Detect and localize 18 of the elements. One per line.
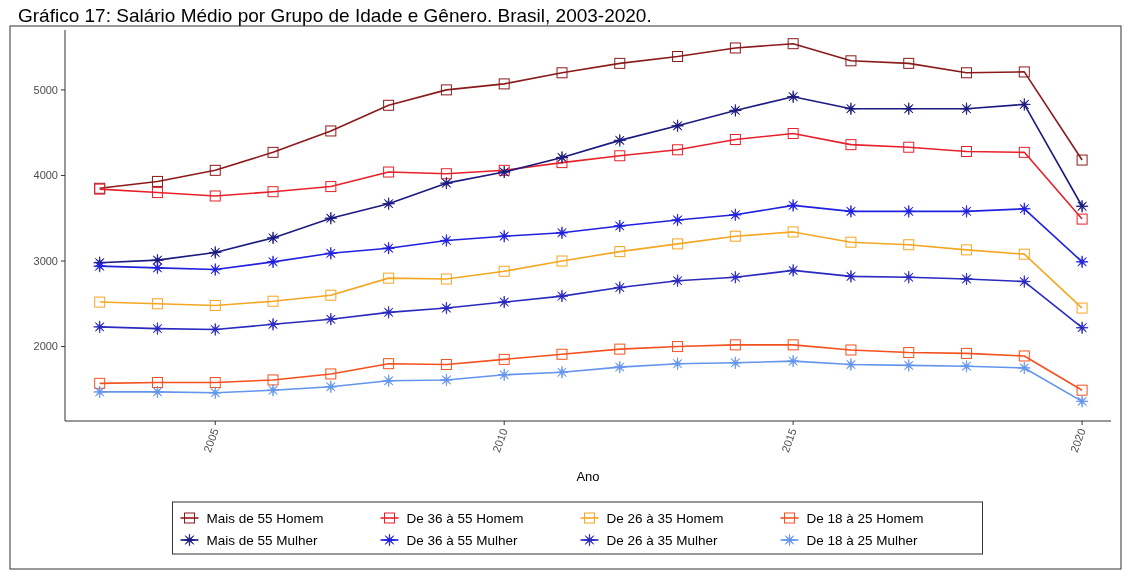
legend-label: Mais de 55 Homem — [206, 510, 324, 526]
y-tick-label: 4000 — [33, 169, 58, 182]
chart-title: Gráfico 17: Salário Médio por Grupo de Idade e Gênero. Brasil, 2003-2020. — [18, 5, 652, 26]
y-tick-label: 3000 — [33, 254, 58, 267]
x-axis-title: Ano — [576, 469, 600, 484]
legend-label: De 26 à 35 Mulher — [606, 532, 719, 548]
legend-label: De 18 à 25 Mulher — [806, 532, 919, 548]
legend-label: De 36 à 55 Homem — [406, 510, 524, 526]
y-tick-label: 5000 — [33, 83, 58, 96]
y-tick-label: 2000 — [33, 340, 58, 353]
x-tick-label: 2005 — [201, 426, 221, 455]
legend-label: De 18 à 25 Homem — [806, 510, 924, 526]
x-tick-label: 2015 — [779, 426, 799, 455]
legend-label: Mais de 55 Mulher — [206, 532, 319, 548]
legend-label: De 36 à 55 Mulher — [406, 532, 519, 548]
x-tick-label: 2010 — [490, 426, 510, 455]
x-tick-label: 2020 — [1067, 426, 1088, 455]
legend-label: De 26 à 35 Homem — [606, 510, 724, 526]
